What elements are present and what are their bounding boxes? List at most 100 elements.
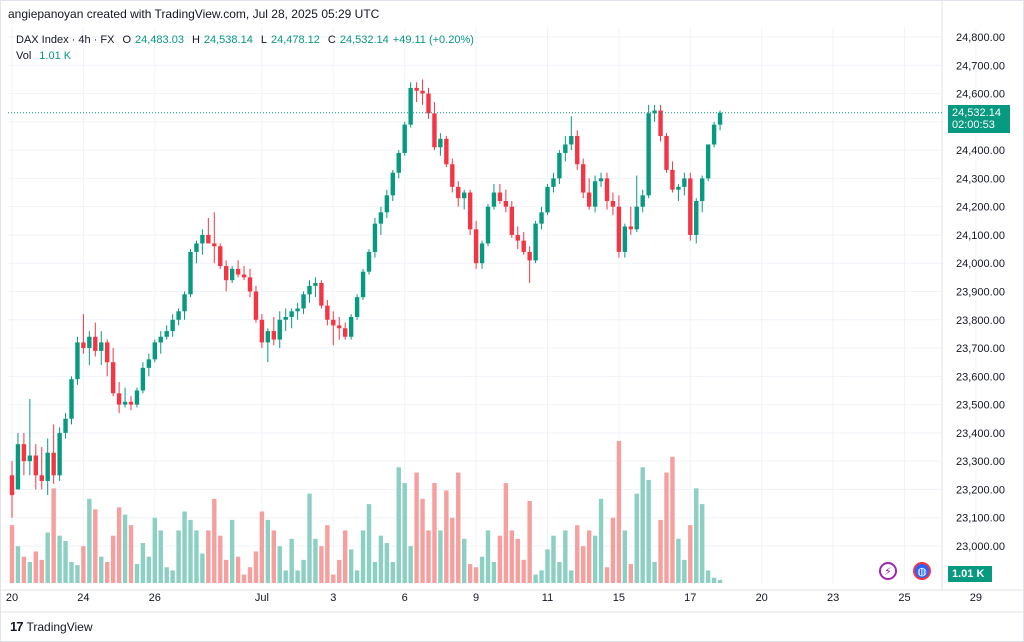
candle-body [444,138,449,165]
volume-bar [456,472,461,583]
candle-body [212,243,217,247]
time-tick-label: 24 [77,592,89,604]
candle-body [27,455,33,462]
volume-bar [265,519,271,583]
volume-bar [503,483,509,583]
candle-body [616,206,622,252]
volume-bar [93,509,98,583]
volume-bar [491,561,497,583]
volume-bar [331,574,336,583]
volume-bar [414,472,419,583]
lightning-icon[interactable]: ⚡ [879,562,897,580]
candle-body [134,390,140,405]
last-price-value: 24,532.14 [952,106,1001,119]
candle-body [224,266,229,281]
volume-bar [515,538,520,583]
candle-body [152,342,157,360]
price-tick-label: 24,600.00 [956,89,1005,101]
volume-bar [170,570,175,583]
volume-bar [319,546,324,583]
volume-bar [105,561,110,583]
candle-body [634,206,639,230]
candle-body [551,178,556,187]
legend-symbol[interactable]: DAX Index · 4h · FX [16,34,115,46]
volume-bar [51,488,56,583]
volume-bar [271,530,276,583]
price-tick-label: 23,400.00 [956,428,1005,440]
legend-low: 24,478.12 [270,34,320,46]
volume-bar [194,530,199,583]
volume-bar [664,472,669,583]
candle-body [676,186,681,190]
candle-body [253,291,259,320]
volume-bar [224,559,229,583]
candle-body [51,452,56,476]
candle-body [473,229,479,264]
volume-bar [658,519,663,583]
time-tick-label: 29 [970,592,982,604]
candle-body [521,240,526,252]
candle-body [378,212,384,224]
volume-bar [176,530,181,583]
candle-body [563,144,568,153]
volume-bar [652,561,657,583]
globe-icon[interactable]: ◍ [913,562,931,580]
candle-body [604,178,610,202]
volume-bar [140,543,146,583]
volume-bar [360,530,366,583]
price-tick-label: 23,100.00 [956,513,1005,525]
volume-bar [485,530,491,583]
volume-bar [705,570,711,583]
volume-bar [325,525,330,583]
candle-body [57,432,62,476]
candle-body [343,328,348,337]
volume-bar [676,538,681,583]
candle-body [337,325,342,329]
footer-brand[interactable]: TradingView [26,619,93,634]
volume-bar [610,517,616,583]
candle-body [235,268,241,275]
volume-bar [188,519,193,583]
vol-label[interactable]: Vol [16,50,32,62]
candle-body [527,251,532,261]
volume-bar [390,561,395,583]
candle-body [711,124,717,145]
candle-body [229,268,235,281]
candle-body [45,452,50,481]
volume-bar [212,498,217,583]
volume-bar [206,530,211,583]
time-tick-label: 15 [613,592,625,604]
volume-bar [372,561,378,583]
candle-body [301,294,306,309]
time-tick-label: 26 [149,592,161,604]
last-price-tag: 24,532.14 02:00:53 [948,104,1010,133]
time-tick-label: 3 [330,592,336,604]
candle-body [194,243,199,252]
candle-body [515,234,520,241]
candle-body [9,475,15,496]
candle-body [670,169,675,190]
volume-bar [39,559,44,583]
candle-body [366,251,372,272]
candle-body [414,87,419,91]
candle-body [682,178,687,187]
volume-bar [533,574,538,583]
candle-body [271,331,276,340]
volume-bar [301,559,306,583]
price-tick-label: 24,700.00 [956,60,1005,72]
volume-bar [15,546,21,583]
volume-bar [551,535,556,583]
candle-body [158,336,163,343]
attribution: angiepanoyan created with TradingView.co… [8,7,380,21]
candle-body [63,418,68,433]
legend-high-label: H [191,34,200,46]
candle-body [586,192,592,207]
candle-body [277,319,282,340]
candle-body [69,379,74,419]
candle-body [509,206,514,235]
volume-bar [21,556,27,583]
candle-body [592,181,598,207]
time-tick-label: 6 [402,592,408,604]
volume-bar [592,535,598,583]
